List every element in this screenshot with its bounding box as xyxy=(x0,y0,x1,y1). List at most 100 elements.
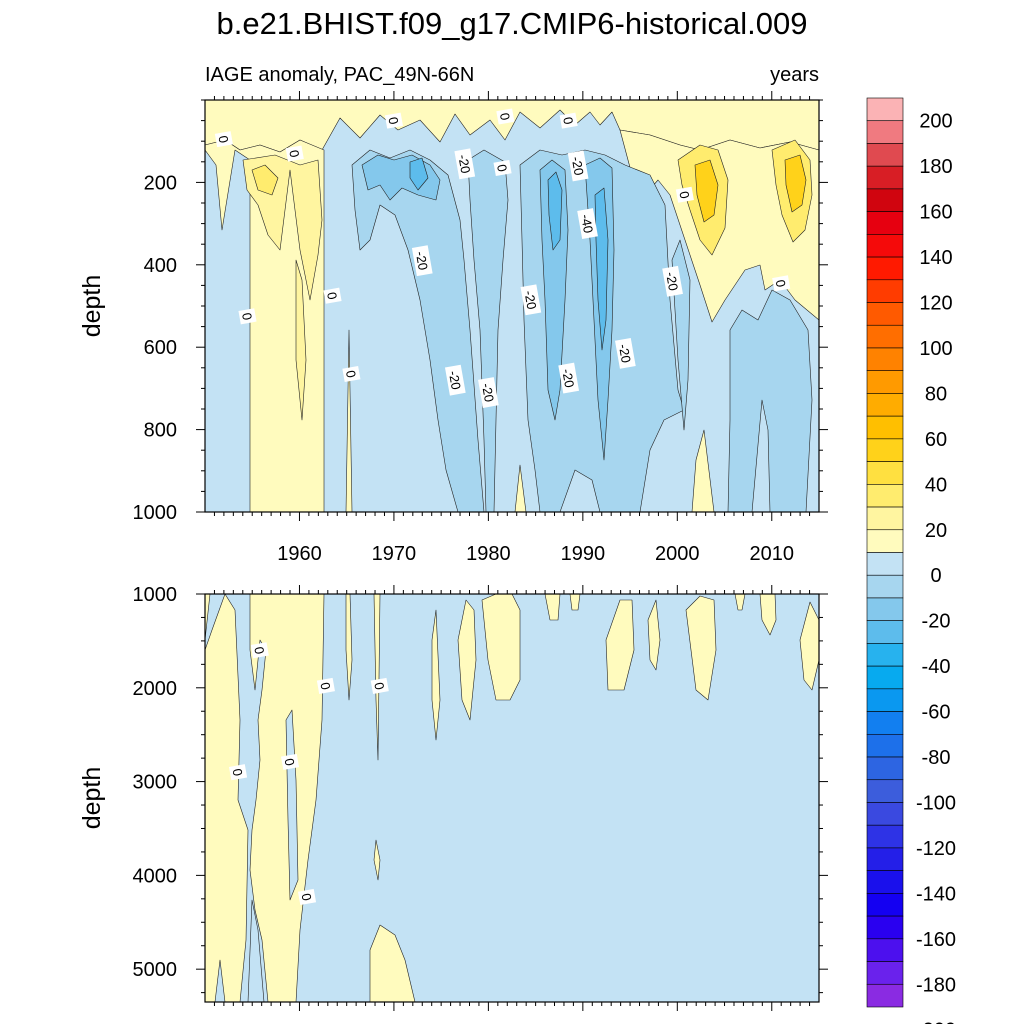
contour-label-box xyxy=(342,365,361,383)
upper-y-tick-labels: 200 400 600 800 1000 xyxy=(133,172,178,524)
contour-label-text: 0 xyxy=(560,116,576,126)
contour-label: 0 xyxy=(559,112,578,129)
contour-label: 0 xyxy=(370,677,389,694)
colorbar-swatch xyxy=(866,506,904,531)
colorbar-swatch xyxy=(866,415,904,440)
colorbar-label: -160 xyxy=(916,929,956,951)
colorbar-swatch xyxy=(866,893,904,917)
contour-label-text: 0 xyxy=(286,149,302,159)
contour-label-text: -20 xyxy=(479,382,497,403)
lower-panel-frame xyxy=(204,593,820,1003)
colorbar-swatch xyxy=(866,438,904,462)
upper-negative-inner-1991 xyxy=(594,187,609,351)
colorbar-swatch xyxy=(866,165,904,190)
upper-axis-ticks xyxy=(196,91,828,521)
contour-label-box xyxy=(250,642,269,659)
colorbar-swatch xyxy=(866,779,904,803)
contour-label-text: 0 xyxy=(773,279,789,289)
contour-label-text: 0 xyxy=(299,892,315,902)
contour-label: -20 xyxy=(478,377,499,408)
contour-label-box xyxy=(559,112,578,129)
contour-label: 0 xyxy=(675,186,694,203)
contour-label: 0 xyxy=(250,642,269,659)
colorbar-label: 20 xyxy=(925,520,947,542)
y-tick-label: 400 xyxy=(144,255,177,277)
contour-label-text: -20 xyxy=(446,370,464,391)
lower-contour-fills xyxy=(205,594,819,1002)
upper-eastern-positive-inner-b xyxy=(784,154,807,213)
upper-contour-fills xyxy=(205,100,819,512)
contour-label: 0 xyxy=(323,287,342,304)
colorbar-label: -180 xyxy=(916,974,956,996)
colorbar-swatch xyxy=(866,802,904,826)
upper-deep-positive-1984 xyxy=(514,464,527,512)
contour-label-text: 0 xyxy=(343,369,359,379)
upper-western-positive-inner xyxy=(251,164,279,196)
contour-label-box xyxy=(323,287,342,304)
contour-label-box xyxy=(280,753,300,770)
colorbar-swatch xyxy=(866,643,904,667)
figure-title: b.e21.BHIST.f09_g17.CMIP6-historical.009 xyxy=(216,6,807,41)
colorbar-swatch xyxy=(866,847,904,871)
colorbar-swatch xyxy=(866,961,904,985)
lower-positive-lens-1963 xyxy=(373,839,381,881)
contour-label-box xyxy=(496,108,515,125)
contour-label-box xyxy=(454,148,476,180)
contour-label-text: 0 xyxy=(251,645,267,655)
contour-label-box xyxy=(675,186,694,203)
contour-label: -20 xyxy=(615,337,636,369)
y-tick-label: 1000 xyxy=(133,584,178,606)
colorbar-label: -200 xyxy=(916,1020,956,1024)
colorbar-swatch xyxy=(866,938,904,962)
contour-label-box xyxy=(662,265,683,297)
colorbar-label: -100 xyxy=(916,792,956,814)
contour-label-box xyxy=(297,888,317,905)
upper-negative-core-1987 xyxy=(539,159,569,421)
contour-label-text: 0 xyxy=(239,312,255,322)
lower-depth-panel: 1000 2000 3000 4000 5000 0 0 0 0 0 0 depth xyxy=(78,584,828,1011)
y-tick-label: 5000 xyxy=(133,959,178,981)
contour-label-text: 0 xyxy=(497,112,513,122)
contour-label: 0 xyxy=(214,131,233,148)
colorbar-swatch xyxy=(866,665,904,690)
contour-label-box xyxy=(478,377,499,408)
y-tick-label: 4000 xyxy=(133,865,178,887)
colorbar-swatch xyxy=(866,461,904,485)
lower-positive-sliver-1968 xyxy=(373,594,381,761)
upper-contour-labels: 0 0 0 0 0 -20 0 -20 -40 0 -20 0 -20 -20 0 0 0 -20 -20 -20 -2… xyxy=(214,108,791,408)
lower-positive-lens-1974 xyxy=(431,609,441,741)
contour-label: 0 xyxy=(496,108,515,125)
contour-label-text: -20 xyxy=(569,155,587,176)
upper-deep-positive-lens xyxy=(295,259,307,421)
panel-subtitle-right: years xyxy=(770,64,819,86)
colorbar-swatch xyxy=(866,597,904,621)
x-tick-label: 1980 xyxy=(466,543,511,565)
x-tick-label: 1960 xyxy=(277,543,322,565)
contour-label: 0 xyxy=(238,308,257,325)
colorbar-swatch xyxy=(866,552,904,576)
contour-label: 0 xyxy=(384,112,403,129)
x-tick-label: 2010 xyxy=(750,543,795,565)
y-tick-label: 200 xyxy=(144,172,177,194)
x-tick-label: 1970 xyxy=(372,543,417,565)
contour-label-text: 0 xyxy=(385,116,401,126)
contour-label-box xyxy=(370,677,389,694)
colorbar-label: 80 xyxy=(925,383,947,405)
contour-label: -20 xyxy=(411,245,433,277)
contour-label: -20 xyxy=(454,148,476,180)
lower-mid-positive-wedge xyxy=(369,924,416,1002)
colorbar-label: 120 xyxy=(919,293,952,315)
contour-label: -20 xyxy=(567,150,589,182)
contour-label-text: 0 xyxy=(371,681,387,691)
colorbar-swatch xyxy=(866,324,904,349)
contour-label: 0 xyxy=(285,145,304,162)
colorbar-swatch xyxy=(866,393,904,417)
upper-negative-band-2005-2013 xyxy=(727,289,813,512)
contour-label-box xyxy=(493,159,512,177)
colorbar-swatch xyxy=(866,97,904,122)
colorbar-label: -60 xyxy=(922,702,951,724)
contour-label: -20 xyxy=(444,364,466,396)
contour-label-text: 0 xyxy=(676,190,692,200)
colorbar-swatch xyxy=(866,234,904,258)
